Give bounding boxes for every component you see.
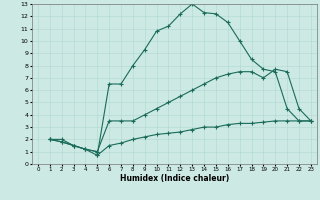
X-axis label: Humidex (Indice chaleur): Humidex (Indice chaleur) (120, 174, 229, 183)
